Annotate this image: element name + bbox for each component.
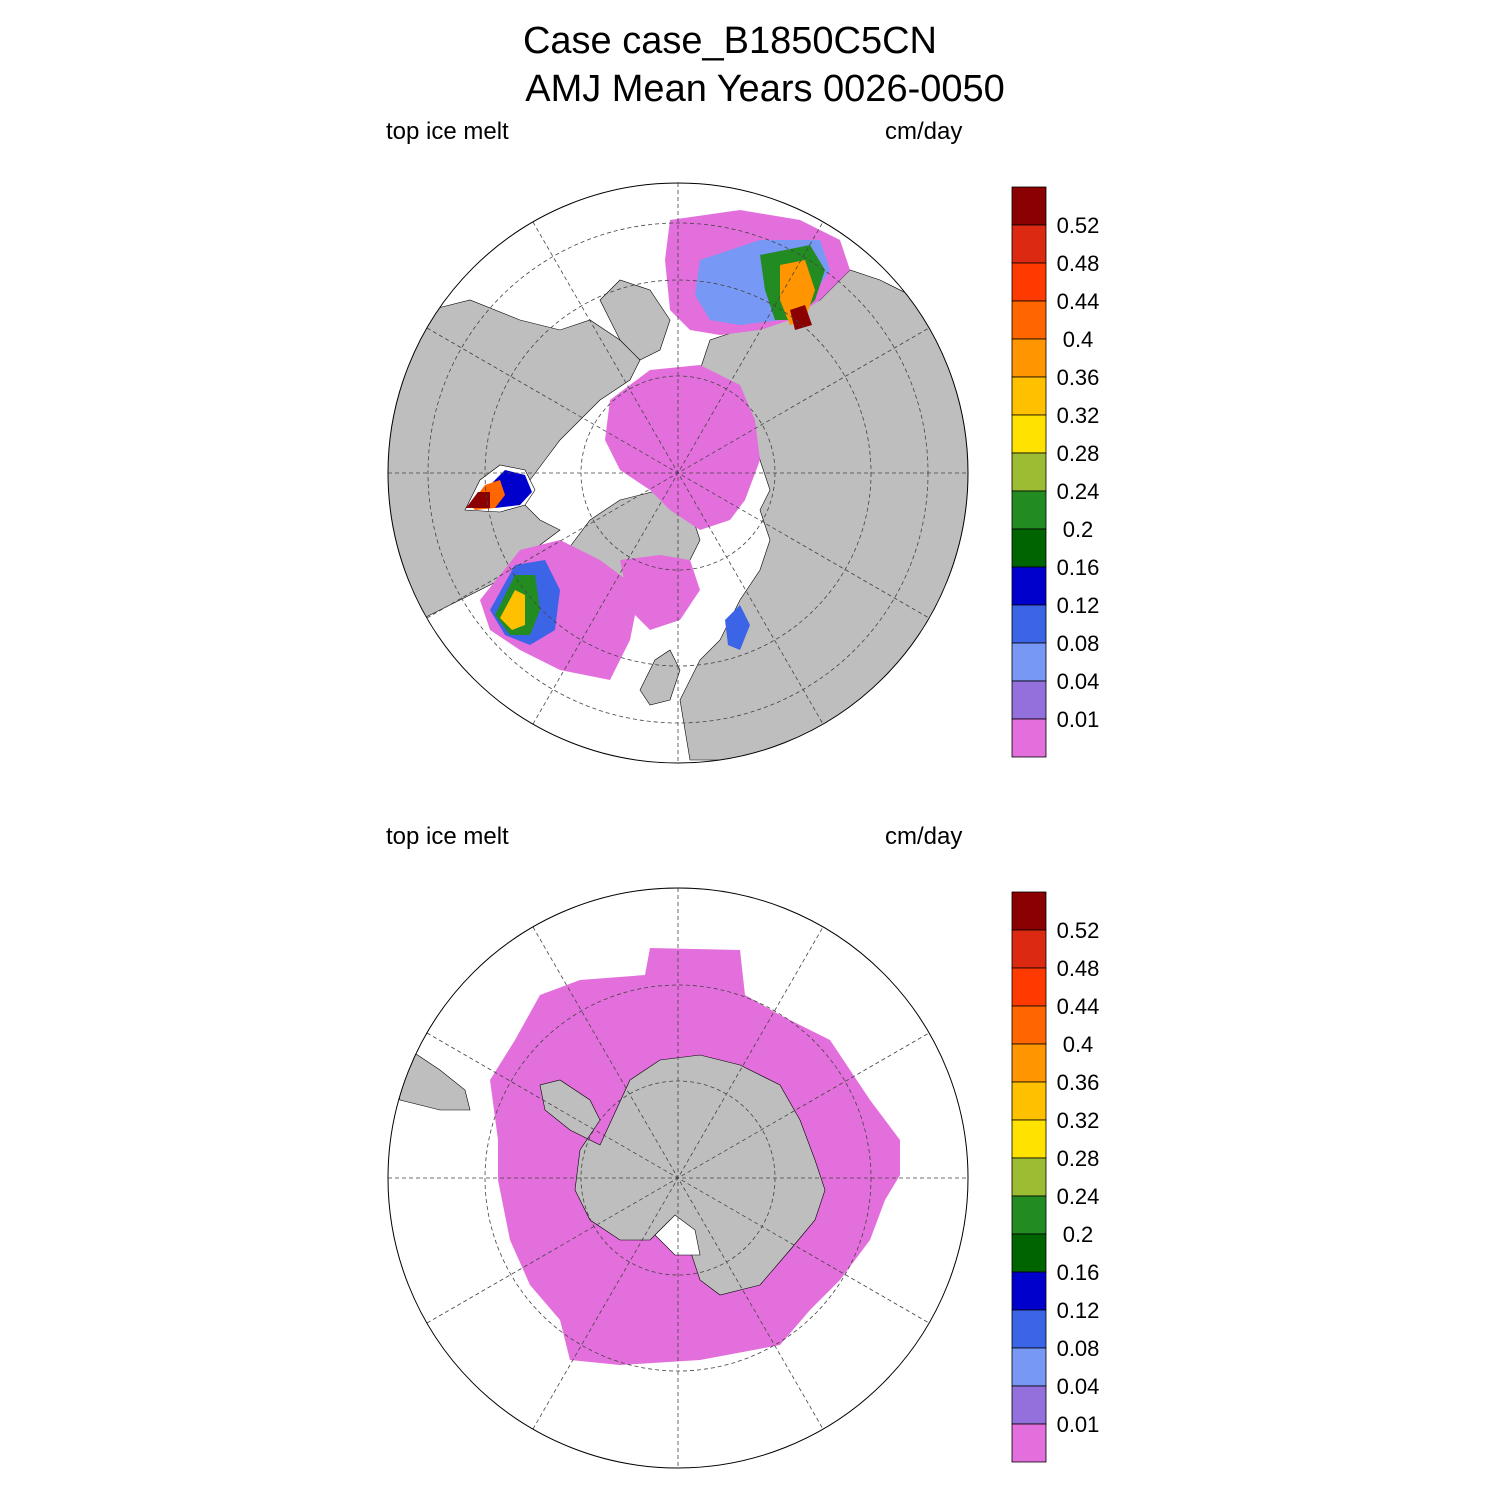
- south-map-border: [387, 887, 969, 1469]
- south-polar-map: [387, 887, 969, 1469]
- south-colorbar-tick-label: 0.32: [1057, 1108, 1100, 1133]
- south-colorbar-box-12: [1011, 1347, 1047, 1387]
- north-colorbar-tick-label: 0.28: [1057, 441, 1100, 466]
- north-colorbar-box-5: [1011, 376, 1047, 416]
- south-colorbar-box-8: [1011, 1195, 1047, 1235]
- north-colorbar-tick-label: 0.16: [1057, 555, 1100, 580]
- south-colorbar-box-1: [1011, 929, 1047, 969]
- north-colorbar-box-8: [1011, 490, 1047, 530]
- figure-title-line-2: AMJ Mean Years 0026-0050: [525, 68, 1005, 110]
- south-panel-units-label: cm/day: [885, 823, 963, 850]
- north-graticule: [388, 183, 968, 763]
- south-colorbar-tick-label: 0.04: [1057, 1374, 1100, 1399]
- north-colorbar-box-7: [1011, 452, 1047, 492]
- north-colorbar-box-10: [1011, 566, 1047, 606]
- figure-title-line-1: Case case_B1850C5CN: [522, 20, 937, 62]
- arctic-basin-ice: [605, 365, 760, 530]
- north-polar-map: [387, 182, 969, 764]
- north-colorbar-tick-label: 0.04: [1057, 669, 1100, 694]
- bering-sea-ice-max: [790, 305, 812, 330]
- south-colorbar-box-2: [1011, 967, 1047, 1007]
- north-colorbar-box-4: [1011, 338, 1047, 378]
- south-colorbar-box-4: [1011, 1043, 1047, 1083]
- south-colorbar-tick-label: 0.24: [1057, 1184, 1100, 1209]
- north-colorbar-tick-label: 0.2: [1063, 517, 1094, 542]
- south-colorbar-box-5: [1011, 1081, 1047, 1121]
- south-colorbar-tick-label: 0.36: [1057, 1070, 1100, 1095]
- south-colorbar-box-0: [1011, 891, 1047, 931]
- south-colorbar-tick-label: 0.01: [1057, 1412, 1100, 1437]
- south-colorbar-box-13: [1011, 1385, 1047, 1425]
- north-colorbar-tick-label: 0.36: [1057, 365, 1100, 390]
- north-colorbar-box-11: [1011, 604, 1047, 644]
- north-colorbar-box-9: [1011, 528, 1047, 568]
- north-colorbar-box-1: [1011, 224, 1047, 264]
- south-colorbar-tick-label: 0.08: [1057, 1336, 1100, 1361]
- north-colorbar-box-14: [1011, 718, 1047, 758]
- north-colorbar-tick-label: 0.12: [1057, 593, 1100, 618]
- north-colorbar-tick-label: 0.48: [1057, 251, 1100, 276]
- south-colorbar-tick-label: 0.44: [1057, 994, 1100, 1019]
- north-colorbar-tick-label: 0.4: [1063, 327, 1094, 352]
- north-colorbar-box-13: [1011, 680, 1047, 720]
- north-colorbar-box-6: [1011, 414, 1047, 454]
- north-colorbar-box-3: [1011, 300, 1047, 340]
- north-colorbar-tick-label: 0.44: [1057, 289, 1100, 314]
- south-colorbar-tick-label: 0.4: [1063, 1032, 1094, 1057]
- south-graticule: [388, 888, 968, 1468]
- greenland-sea-ice: [620, 555, 700, 630]
- north-map-border: [387, 182, 969, 764]
- south-colorbar-box-9: [1011, 1233, 1047, 1273]
- south-colorbar-tick-label: 0.16: [1057, 1260, 1100, 1285]
- north-colorbar-tick-label: 0.52: [1057, 213, 1100, 238]
- bering-land: [599, 279, 671, 361]
- south-colorbar-box-6: [1011, 1119, 1047, 1159]
- north-panel-units-label: cm/day: [885, 118, 963, 145]
- north-panel-variable-label: top ice melt: [386, 118, 509, 145]
- south-colorbar-box-11: [1011, 1309, 1047, 1349]
- south-colorbar-box-14: [1011, 1423, 1047, 1463]
- south-colorbar-box-3: [1011, 1005, 1047, 1045]
- south-colorbar-tick-label: 0.52: [1057, 918, 1100, 943]
- south-colorbar-tick-label: 0.48: [1057, 956, 1100, 981]
- north-colorbar-tick-label: 0.01: [1057, 707, 1100, 732]
- south-colorbar-box-10: [1011, 1271, 1047, 1311]
- ross-sea-water: [654, 1214, 701, 1256]
- north-colorbar-box-0: [1011, 186, 1047, 226]
- south-colorbar-tick-label: 0.12: [1057, 1298, 1100, 1323]
- north-colorbar-tick-label: 0.32: [1057, 403, 1100, 428]
- hudson-bay-ice-max: [466, 492, 490, 508]
- north-colorbar-tick-label: 0.08: [1057, 631, 1100, 656]
- north-colorbar: 0.52 0.48 0.44 0.4 0.36 0.32 0.28 0.24 0.2 0.16 0.…: [1011, 186, 1100, 758]
- south-colorbar-tick-label: 0.28: [1057, 1146, 1100, 1171]
- south-colorbar: 0.52 0.48 0.44 0.4 0.36 0.32 0.28 0.24 0.2 0.16 0.…: [1011, 891, 1100, 1463]
- north-colorbar-box-2: [1011, 262, 1047, 302]
- labrador-sea-ice-peak: [500, 590, 525, 630]
- south-colorbar-tick-label: 0.2: [1063, 1222, 1094, 1247]
- south-panel-variable-label: top ice melt: [386, 823, 509, 850]
- north-colorbar-box-12: [1011, 642, 1047, 682]
- british-isles-land: [639, 649, 681, 706]
- baltic-ice: [725, 605, 750, 650]
- south-colorbar-box-7: [1011, 1157, 1047, 1197]
- north-colorbar-tick-label: 0.24: [1057, 479, 1100, 504]
